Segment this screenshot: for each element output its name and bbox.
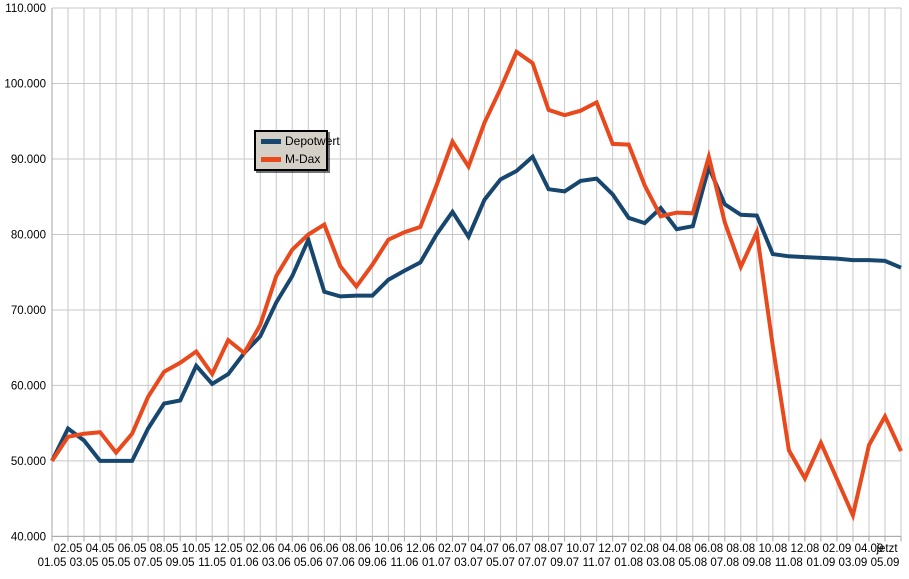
x-axis-tick-label: jetzt [875,543,898,555]
y-axis-tick-label: 80.000 [11,229,46,241]
x-axis-tick-label: 02.06 [246,543,275,555]
x-axis-tick-label: 12.05 [214,543,243,555]
x-axis-tick-label: 04.05 [86,543,115,555]
x-axis-tick-label: 10.08 [758,543,787,555]
x-axis-tick-label: 12.06 [406,543,435,555]
x-axis-tick-label: 03.05 [70,557,99,569]
x-axis-tick-label: 05.09 [871,557,900,569]
x-axis-tick-label: 08.06 [342,543,371,555]
x-axis-tick-label: 06.06 [310,543,339,555]
x-axis-tick-label: 01.06 [230,557,259,569]
x-axis-tick-label: 10.06 [374,543,403,555]
x-axis-tick-label: 05.08 [678,557,707,569]
legend-swatch-mdax-icon [261,157,281,162]
legend-swatch-depotwert-icon [261,139,281,144]
y-axis-tick-label: 70.000 [11,305,46,317]
x-axis-tick-label: 09.06 [358,557,387,569]
y-axis-tick-label: 50.000 [11,456,46,468]
legend-item-depotwert: Depotwert [261,134,340,149]
x-axis-tick-label: 02.07 [438,543,467,555]
x-axis-tick-label: 05.05 [102,557,131,569]
x-axis-tick-label: 07.07 [518,557,547,569]
x-axis-tick-label: 05.06 [294,557,323,569]
y-axis-tick-label: 40.000 [11,531,46,543]
x-axis-tick-label: 04.06 [278,543,307,555]
x-axis-tick-label: 01.08 [614,557,643,569]
x-axis-tick-label: 11.08 [775,557,803,569]
x-axis-tick-label: 01.07 [422,557,451,569]
x-axis-tick-label: 09.08 [742,557,771,569]
x-axis-tick-label: 12.08 [790,543,819,555]
x-axis-tick-label: 05.07 [486,557,515,569]
legend-item-mdax: M-Dax [261,152,326,167]
x-axis-tick-label: 01.05 [38,557,67,569]
x-axis-tick-label: 02.09 [823,543,852,555]
x-axis-tick-label: 11.05 [198,557,226,569]
x-axis-tick-label: 04.08 [662,543,691,555]
x-axis-tick-label: 09.07 [550,557,579,569]
x-axis-tick-label: 03.07 [454,557,483,569]
x-axis-tick-label: 06.05 [118,543,147,555]
y-axis-tick-label: 100.000 [4,78,46,90]
x-axis-tick-label: 10.05 [182,543,211,555]
series-line-depotwert[interactable] [50,153,902,463]
x-axis-tick-label: 03.09 [839,557,868,569]
y-axis-tick-label: 90.000 [11,154,46,166]
x-axis-tick-label: 08.07 [534,543,563,555]
legend[interactable]: Depotwert M-Dax [254,130,340,171]
x-axis-tick-label: 06.07 [502,543,531,555]
y-axis-tick-label: 110.000 [5,3,46,15]
x-axis-tick-label: 01.09 [807,557,836,569]
x-axis-tick-label: 11.07 [583,557,611,569]
x-axis-tick-label: 07.06 [326,557,355,569]
legend-label-depotwert: Depotwert [285,134,340,148]
x-axis-tick-label: 04.07 [470,543,499,555]
series-line-mdax[interactable] [50,48,903,522]
x-axis-tick-label: 06.08 [694,543,723,555]
x-axis-tick-label: 02.08 [630,543,659,555]
x-axis-tick-label: 04.09 [855,543,884,555]
x-axis-tick-label: 09.05 [166,557,195,569]
legend-label-mdax: M-Dax [285,152,321,166]
y-axis-tick-label: 60.000 [11,380,46,392]
x-axis-tick-label: 07.08 [710,557,739,569]
x-axis-tick-label: 08.05 [150,543,179,555]
x-axis-tick-label: 03.08 [646,557,675,569]
x-axis-tick-label: 11.06 [390,557,418,569]
x-axis-tick-label: 03.06 [262,557,291,569]
x-axis-tick-label: 08.08 [726,543,755,555]
x-axis-tick-label: 12.07 [598,543,627,555]
x-axis-tick-label: 02.05 [54,543,83,555]
x-axis-tick-label: 10.07 [566,543,595,555]
x-axis-tick-label: 07.05 [134,557,163,569]
